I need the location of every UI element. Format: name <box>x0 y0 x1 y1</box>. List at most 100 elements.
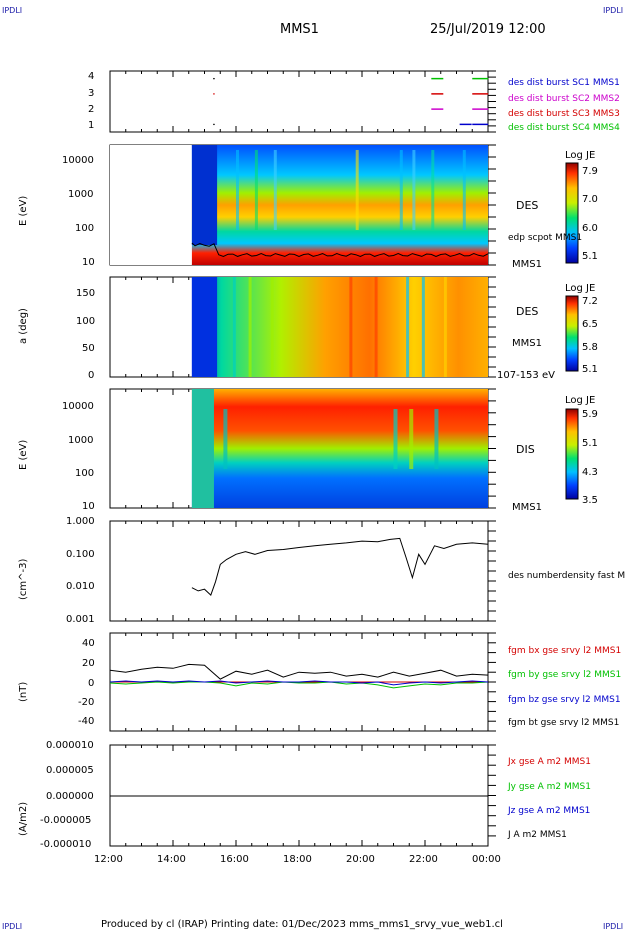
dis-energy-ytick: 100 <box>75 468 95 479</box>
des-pitch-streak <box>349 277 353 377</box>
coverage-ytick: 3 <box>88 88 95 99</box>
bfield-ytick: 20 <box>82 658 95 669</box>
bfield-line <box>109 663 489 680</box>
des-energy-cb-tick: 5.1 <box>582 251 598 262</box>
dis-energy-streak <box>434 409 439 469</box>
des-energy-nodata <box>110 145 192 265</box>
des-energy-cb-tick: 7.0 <box>582 194 598 205</box>
colorbar <box>565 408 579 500</box>
des-pitch-cb-tick: 5.1 <box>582 364 598 375</box>
page-title: MMS1 <box>280 22 319 37</box>
dis-energy-cb-title: Log JE <box>565 395 596 406</box>
bfield-ytick: 0 <box>88 678 95 689</box>
coverage-ytick: 4 <box>88 71 95 82</box>
des-energy-scpot-label: edp scpot MMS1 <box>508 233 583 243</box>
des-pitch-streak <box>421 277 425 377</box>
current-ytick: 0.000010 <box>46 740 94 751</box>
colorbar <box>565 295 579 372</box>
des-pitch-streak <box>270 277 274 377</box>
des-pitch-energy-range: 107-153 eV <box>497 370 555 381</box>
coverage-legend-entry: des dist burst SC4 MMS4 <box>508 123 620 133</box>
des-pitch-cb-tick: 7.2 <box>582 296 598 307</box>
des-energy-ylabel: E (eV) <box>18 195 29 226</box>
bfield-ytick: -40 <box>78 716 95 727</box>
bfield-legend-entry: fgm by gse srvy l2 MMS1 <box>508 670 622 680</box>
bfield-legend-entry: fgm bx gse srvy l2 MMS1 <box>508 646 622 656</box>
current-ytick: -0.000005 <box>40 815 92 826</box>
des-energy-streak <box>431 150 435 230</box>
current-ytick: 0.000000 <box>46 791 94 802</box>
corner-label-bottom-right: IPDLI <box>603 922 624 931</box>
footer-credits: Produced by cl (IRAP) Printing date: 01/… <box>101 919 503 930</box>
current-ylabel: (A/m2) <box>18 801 29 836</box>
density-ytick: 1.000 <box>66 516 95 527</box>
dis-energy-cb-tick: 5.1 <box>582 438 598 449</box>
bfield-line <box>109 681 489 689</box>
des-pitch-cb-tick: 6.5 <box>582 319 598 330</box>
des-energy-streak <box>254 150 258 230</box>
colorbar <box>565 162 579 264</box>
bfield-ytick: 40 <box>82 638 95 649</box>
des-energy-ytick: 100 <box>75 223 95 234</box>
bfield-legend-entry: fgm bt gse srvy l2 MMS1 <box>508 718 620 728</box>
des-pitch-streak <box>443 277 447 377</box>
des-energy-ytick: 10000 <box>62 155 94 166</box>
des-pitch-early-block <box>191 277 218 377</box>
des-pitch-sc-label: MMS1 <box>512 338 542 349</box>
des-pitch-ylabel: a (deg) <box>18 308 29 344</box>
current-ytick: 0.000005 <box>46 765 94 776</box>
des-pitch-streak <box>406 277 410 377</box>
bfield-line <box>109 680 489 686</box>
des-energy-cb-title: Log JE <box>565 150 596 161</box>
des-pitch-ytick: 0 <box>88 370 95 381</box>
coverage-legend-entry: des dist burst SC1 MMS1 <box>508 78 620 88</box>
scpot-line <box>191 242 489 258</box>
des-pitch-ytick: 150 <box>76 288 96 299</box>
des-energy-sc-label: MMS1 <box>512 259 542 270</box>
dis-energy-ytick: 10000 <box>62 401 94 412</box>
time-tick: 18:00 <box>283 854 312 865</box>
time-tick: 00:00 <box>472 854 501 865</box>
des-pitch-ytick: 50 <box>82 343 95 354</box>
des-energy-streak <box>399 150 403 230</box>
density-ytick: 0.100 <box>66 549 95 560</box>
des-pitch-spectrogram <box>191 277 488 377</box>
corner-label-bottom-left: IPDLI <box>2 922 23 931</box>
coverage-legend-entry: des dist burst SC2 MMS2 <box>508 94 620 104</box>
des-energy-streak <box>462 150 466 230</box>
bfield-legend-entry: fgm bz gse srvy l2 MMS1 <box>508 695 621 705</box>
dis-energy-ytick: 10 <box>82 501 95 512</box>
coverage-dot <box>213 123 215 126</box>
density-ytick: 0.001 <box>66 614 95 625</box>
coverage-dot <box>213 77 215 80</box>
current-legend-entry: Jy gse A m2 MMS1 <box>508 782 591 792</box>
time-tick: 20:00 <box>346 854 375 865</box>
coverage-frame <box>109 70 489 133</box>
dis-energy-streak <box>223 409 228 469</box>
time-tick: 16:00 <box>220 854 249 865</box>
des-pitch-streak <box>232 277 236 377</box>
time-tick: 14:00 <box>157 854 186 865</box>
coverage-ytick: 2 <box>88 104 95 115</box>
dis-energy-cb-tick: 3.5 <box>582 495 598 506</box>
plot-date: 25/Jul/2019 12:00 <box>430 22 546 37</box>
density-frame <box>109 520 489 622</box>
des-pitch-ytick: 100 <box>76 316 96 327</box>
current-legend-entry: Jx gse A m2 MMS1 <box>508 757 591 767</box>
des-energy-ytick: 1000 <box>68 189 94 200</box>
des-energy-streak <box>273 150 277 230</box>
des-energy-ytick: 10 <box>82 257 95 268</box>
des-energy-streak <box>236 150 239 230</box>
dis-energy-spectrogram <box>191 389 488 508</box>
time-tick: 12:00 <box>94 854 123 865</box>
density-ytick: 0.010 <box>66 581 95 592</box>
des-energy-cb-tick: 7.9 <box>582 166 598 177</box>
des-pitch-cb-tick: 5.8 <box>582 342 598 353</box>
dis-energy-sc-label: MMS1 <box>512 502 542 513</box>
des-pitch-cb-title: Log JE <box>565 283 596 294</box>
des-energy-spectrogram <box>191 145 488 265</box>
current-ytick: -0.000010 <box>40 839 92 850</box>
dis-energy-cb-tick: 4.3 <box>582 467 598 478</box>
coverage-dot <box>213 93 215 95</box>
